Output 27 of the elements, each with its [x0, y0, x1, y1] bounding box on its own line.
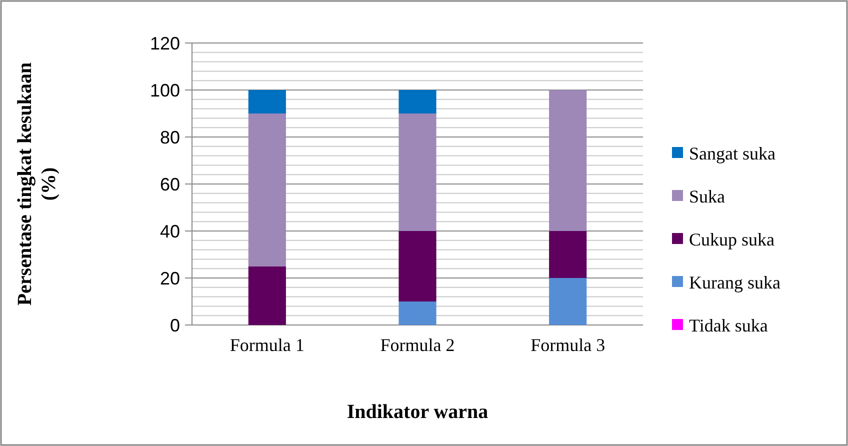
- x-tick-label: Formula 1: [230, 335, 304, 355]
- bar: [549, 278, 587, 325]
- y-tick-label: 40: [160, 221, 180, 242]
- x-axis-title: Indikator warna: [346, 401, 488, 423]
- bar: [248, 114, 286, 266]
- bar: [248, 266, 286, 325]
- bar: [549, 231, 587, 278]
- x-tick-label: Formula 3: [530, 335, 606, 355]
- y-tick-label: 20: [160, 268, 180, 288]
- bar: [398, 90, 436, 114]
- legend-label: Kurang suka: [689, 272, 780, 292]
- legend-label: Sangat suka: [689, 143, 776, 164]
- x-tick-label: Formula 2: [380, 335, 455, 355]
- legend-label: Suka: [689, 186, 726, 206]
- legend-label: Cukup suka: [689, 229, 775, 250]
- bar: [549, 90, 587, 231]
- bar: [398, 231, 436, 302]
- bar: [398, 114, 436, 231]
- bar: [248, 90, 286, 114]
- y-tick-label: 100: [150, 80, 180, 100]
- y-tick-label: 60: [160, 174, 180, 194]
- legend-label: Tidak suka: [689, 315, 768, 336]
- y-tick-label: 120: [150, 33, 180, 54]
- y-tick-label: 0: [170, 315, 180, 336]
- y-axis-title: Persentase tingkat kesukaan (%): [14, 62, 60, 306]
- bar: [398, 302, 436, 325]
- y-tick-label: 80: [160, 127, 180, 148]
